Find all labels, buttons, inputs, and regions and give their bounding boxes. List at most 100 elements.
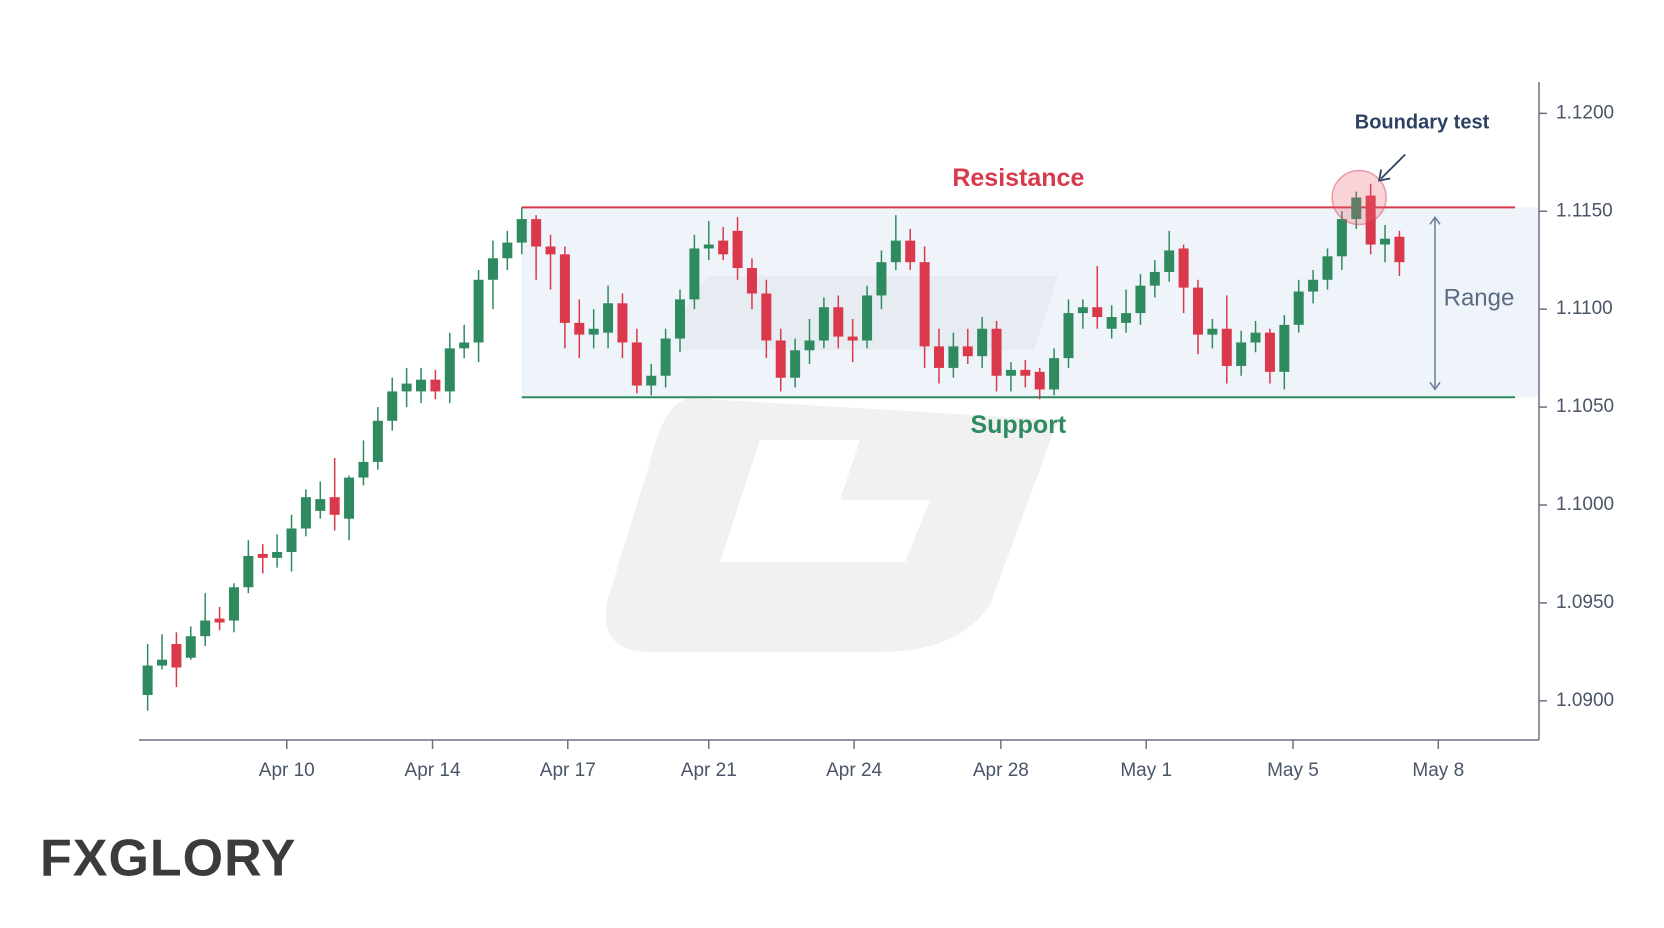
candle-body [1034, 371, 1045, 390]
candle-body [890, 240, 901, 263]
y-tick-label: 1.1100 [1556, 298, 1613, 319]
candle-body [1351, 197, 1362, 220]
candle-body [559, 254, 570, 323]
candle-body [934, 346, 944, 368]
candle-body [344, 477, 355, 519]
candle-body [818, 307, 829, 341]
candle-body [257, 553, 268, 558]
x-tick-label: May 5 [1267, 760, 1319, 781]
candle-body [833, 307, 844, 337]
y-tick-label: 1.1200 [1556, 102, 1614, 123]
candle-body [675, 299, 686, 339]
candle-body [473, 279, 484, 343]
candle-body [1236, 342, 1247, 366]
candle-body [300, 497, 311, 529]
candle-body [660, 338, 671, 376]
candle-body [1308, 279, 1319, 292]
x-tick-label: Apr 24 [826, 760, 882, 781]
y-tick-label: 1.1000 [1556, 494, 1614, 515]
candle-body [962, 346, 973, 357]
boundary-test-arrow-head [1378, 169, 1391, 182]
candle-body [1164, 250, 1175, 272]
candle-body [1221, 328, 1232, 366]
y-tick-label: 1.0950 [1556, 592, 1614, 613]
candle-body [1192, 287, 1203, 335]
candle-body [459, 342, 470, 349]
x-tick-label: Apr 28 [973, 760, 1029, 781]
support-label: Support [970, 411, 1066, 439]
candle-body [631, 342, 642, 386]
range-band [521, 207, 1539, 398]
candle-body [603, 303, 614, 333]
candle-body [1063, 313, 1074, 359]
candle-body [862, 295, 873, 341]
candle-body [142, 665, 153, 695]
candle-body [185, 636, 196, 658]
plot-area: 1.0900 1.0950 1.1000 1.1050 1.1100 1.1150 1.12… [139, 82, 1614, 781]
candle-body [502, 242, 513, 259]
candle-body [1207, 328, 1218, 335]
candle-body [214, 618, 225, 623]
candle-body [157, 659, 168, 666]
y-tick-label: 1.1050 [1556, 396, 1614, 417]
y-tick-label: 1.0900 [1556, 690, 1614, 711]
boundary-test-marker [1331, 169, 1387, 226]
x-tick-label: Apr 10 [259, 760, 315, 781]
x-tick-label: Apr 21 [681, 760, 737, 781]
candle-body [646, 375, 657, 386]
candle-body [1049, 358, 1060, 390]
candle-body [847, 336, 858, 341]
logo: FXGLORY [40, 830, 296, 888]
watermark-bottom [605, 398, 1058, 652]
candle-body [617, 303, 628, 343]
candle-body [761, 293, 772, 341]
candle-body [1250, 332, 1261, 343]
candle-body [286, 528, 297, 552]
candle-body [1149, 271, 1160, 286]
candle-body [1106, 317, 1117, 329]
candle-body [790, 350, 801, 378]
candle-body [228, 587, 239, 621]
candle-body [1336, 219, 1347, 257]
candle-body [1279, 324, 1290, 372]
candle-body [948, 346, 959, 368]
candle-body [1005, 369, 1016, 376]
candle-body [329, 497, 340, 515]
candle-body [732, 230, 743, 269]
candle-body [1365, 195, 1376, 245]
x-tick-label: Apr 17 [540, 760, 596, 781]
candle-body [531, 219, 542, 247]
candle-body [1121, 313, 1132, 323]
candle-body [387, 391, 398, 421]
candle-body [977, 328, 988, 357]
candle-body [315, 499, 326, 511]
candle-body [991, 328, 1002, 376]
boundary-test-label: Boundary test [1355, 111, 1490, 133]
candle-body [1135, 285, 1146, 314]
candle-body [1020, 369, 1031, 376]
candle-body [775, 340, 786, 378]
range-arrow-head [1429, 216, 1441, 391]
candle-body [876, 262, 887, 296]
candle-body [1077, 307, 1088, 314]
candle-body [1264, 332, 1275, 372]
candle-body [487, 258, 498, 280]
x-tick-label: Apr 14 [405, 760, 461, 781]
candle-body [243, 555, 254, 588]
candle-body [372, 420, 383, 462]
candle-body [804, 340, 815, 351]
candle-body [272, 552, 283, 558]
candle-body [444, 348, 455, 392]
resistance-label: Resistance [952, 164, 1084, 192]
candle-body [905, 240, 916, 263]
y-tick-label: 1.1150 [1556, 200, 1613, 221]
range-label: Range [1444, 285, 1515, 312]
candle-body [689, 248, 700, 300]
candle-body [200, 620, 211, 637]
candle-body [703, 244, 714, 249]
candle-body [746, 268, 757, 294]
candle-body [919, 262, 930, 347]
candle-body [516, 219, 527, 243]
candle-body [1394, 236, 1405, 263]
x-tick-label: May 1 [1120, 760, 1172, 781]
